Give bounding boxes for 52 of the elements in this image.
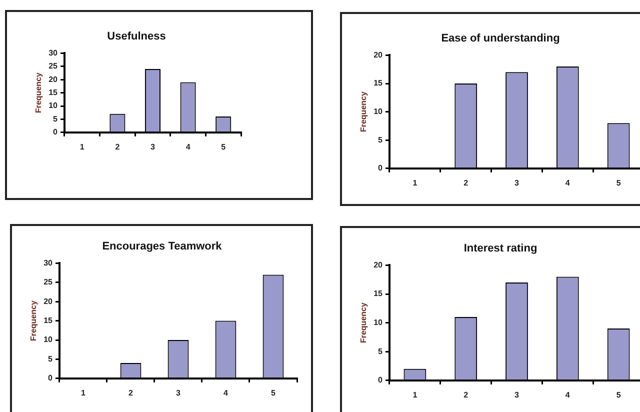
x-tick-label: 2 [464, 390, 469, 400]
y-tick-label: 25 [44, 278, 54, 287]
y-tick-label: 10 [44, 335, 54, 344]
x-tick-label: 3 [514, 178, 520, 188]
y-tick-label: 10 [374, 318, 384, 328]
x-tick-label: 4 [565, 178, 570, 188]
y-axis-title: Frequency [29, 300, 38, 342]
chart-title: Usefulness [107, 30, 166, 43]
x-tick-label: 5 [271, 388, 276, 398]
x-tick-label: 4 [224, 388, 229, 398]
x-tick-label: 1 [80, 142, 85, 152]
y-tick-label: 5 [378, 346, 384, 356]
x-tick-label: 3 [176, 388, 182, 398]
y-tick-label: 5 [48, 354, 54, 364]
y-tick-label: 0 [48, 374, 54, 383]
y-tick-label: 20 [44, 296, 54, 306]
x-tick-label: 2 [464, 178, 469, 188]
y-tick-label: 0 [378, 164, 384, 173]
x-tick-label: 1 [412, 178, 418, 188]
y-tick-label: 5 [53, 114, 58, 124]
y-axis-title: Frequency [359, 91, 368, 132]
x-tick-label: 5 [221, 142, 226, 152]
x-tick-label: 1 [412, 390, 418, 400]
y-tick-label: 15 [48, 88, 58, 98]
y-axis-title: Frequency [34, 72, 44, 114]
y-tick-label: 30 [44, 258, 54, 268]
y-tick-label: 20 [374, 50, 384, 60]
y-tick-label: 30 [48, 48, 58, 58]
chart-title: Interest rating [464, 242, 538, 255]
y-tick-label: 15 [374, 78, 384, 88]
x-tick-label: 3 [514, 390, 520, 400]
y-tick-label: 10 [374, 107, 384, 116]
x-tick-label: 4 [186, 142, 191, 152]
y-tick-label: 0 [378, 376, 384, 385]
y-tick-label: 25 [48, 62, 58, 71]
y-tick-label: 5 [378, 135, 384, 144]
x-tick-label: 4 [565, 390, 570, 400]
x-tick-label: 3 [150, 142, 156, 152]
chart-title: Ease of understanding [441, 32, 560, 45]
y-tick-label: 20 [374, 260, 384, 270]
chart-title: Encourages Teamwork [102, 240, 223, 253]
x-tick-label: 2 [115, 142, 120, 152]
y-tick-label: 10 [48, 101, 58, 110]
y-tick-label: 0 [53, 128, 58, 137]
y-tick-label: 15 [374, 289, 384, 298]
x-tick-label: 5 [616, 178, 622, 188]
x-tick-label: 5 [616, 390, 622, 400]
x-tick-label: 1 [81, 388, 86, 398]
x-tick-label: 2 [128, 388, 134, 398]
y-axis-title: Frequency [359, 302, 368, 344]
y-tick-label: 20 [48, 74, 58, 84]
y-tick-label: 15 [44, 316, 54, 326]
